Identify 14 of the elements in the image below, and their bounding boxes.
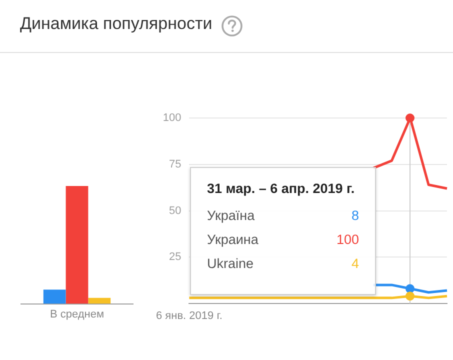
y-tick-label: 100 <box>162 112 182 124</box>
category-label: Украина <box>207 232 258 249</box>
category-label: Україна <box>207 208 255 225</box>
x-tick-label: 6 янв. 2019 г. <box>156 310 222 322</box>
y-tick-label: 50 <box>168 204 182 217</box>
y-tick-label: 75 <box>168 158 182 170</box>
category-label: Ukraine <box>207 256 254 273</box>
x-tick-label: В среднем <box>50 308 104 320</box>
data-label: 100 <box>336 232 359 249</box>
text: 31 мар. – 6 апр. 2019 г. <box>207 181 356 196</box>
data-label: 8 <box>351 208 359 225</box>
y-tick-label: 25 <box>168 251 182 264</box>
chart-title: Динамика популярности <box>20 14 212 34</box>
data-label: 4 <box>351 256 359 273</box>
